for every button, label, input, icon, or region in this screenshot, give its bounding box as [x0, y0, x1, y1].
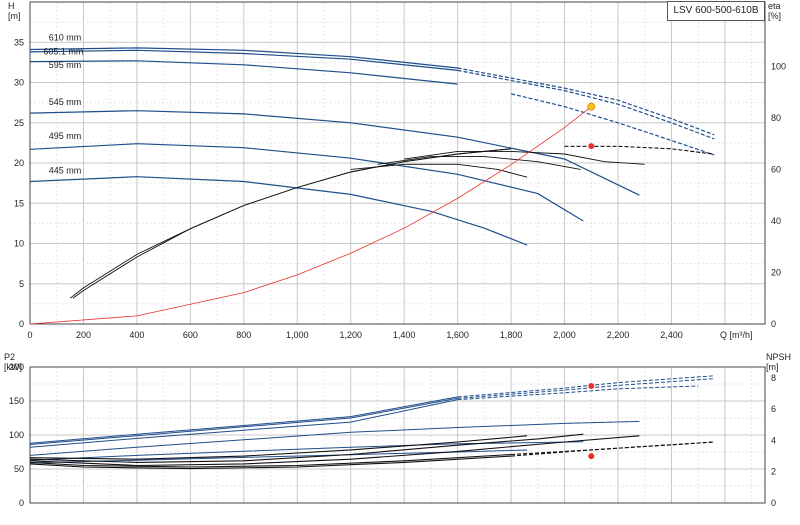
efficiency-curve: [377, 156, 581, 170]
y-left-axis-label: H: [8, 1, 15, 11]
impeller-diameter-label: 545 mm: [49, 97, 82, 107]
npsh-curve: [29, 435, 528, 460]
x-axis-label: Q [m³/h]: [720, 330, 753, 340]
head-curve-dashed: [457, 69, 715, 140]
x-tick-label: 1,200: [339, 330, 362, 340]
impeller-diameter-label: 595 mm: [49, 60, 82, 70]
y-left-tick-label: 200: [9, 362, 24, 372]
y-left-tick-label: 15: [14, 198, 24, 208]
y-left-tick-label: 35: [14, 37, 24, 47]
power-curve: [29, 420, 640, 456]
x-tick-label: 2,000: [553, 330, 576, 340]
y-left-tick-label: 25: [14, 118, 24, 128]
x-tick-label: 0: [27, 330, 32, 340]
power-curve: [29, 399, 458, 448]
system-curve: [29, 106, 592, 325]
y-left-axis-label: P2: [4, 352, 15, 362]
y-right-axis-label: [m]: [766, 362, 779, 372]
y-right-tick-label: 4: [771, 435, 776, 445]
impeller-diameter-label: 445 mm: [49, 165, 82, 175]
plot-frame: [29, 1, 766, 325]
x-tick-label: 2,200: [607, 330, 630, 340]
npsh-curve: [29, 433, 584, 463]
y-right-tick-label: 100: [771, 61, 786, 71]
head-curve: [29, 143, 584, 222]
y-right-tick-label: 20: [771, 267, 781, 277]
head-curve: [29, 176, 528, 246]
power-curve-dashed: [457, 378, 715, 399]
x-tick-label: 200: [76, 330, 91, 340]
x-tick-label: 800: [236, 330, 251, 340]
head-curve: [29, 110, 640, 196]
y-left-tick-label: 50: [14, 464, 24, 474]
pump-model-title: LSV 600-500-610B: [667, 1, 765, 21]
npsh-curve: [29, 455, 512, 470]
y-right-tick-label: 6: [771, 404, 776, 414]
npsh-curve-dashed: [511, 441, 715, 456]
plot-frame: [29, 366, 766, 504]
head-curve: [29, 60, 458, 85]
power-curve: [29, 397, 458, 445]
efficiency-curve: [404, 150, 645, 165]
y-left-axis-label: [kW]: [4, 362, 22, 372]
npsh-curve: [29, 453, 512, 468]
y-right-axis-label: [%]: [768, 11, 781, 21]
y-left-tick-label: 20: [14, 158, 24, 168]
power-curve: [29, 449, 528, 464]
head-curve-dashed: [457, 67, 715, 136]
head-curve: [29, 47, 458, 69]
x-tick-label: 1,600: [446, 330, 469, 340]
y-right-tick-label: 8: [771, 373, 776, 383]
y-right-axis-label: eta: [768, 1, 781, 11]
y-left-axis-label: [m]: [8, 11, 21, 21]
y-left-tick-label: 150: [9, 396, 24, 406]
y-left-tick-label: 10: [14, 239, 24, 249]
y-right-tick-label: 0: [771, 498, 776, 508]
impeller-diameter-label: 605.1 mm: [43, 46, 83, 56]
y-right-tick-label: 40: [771, 216, 781, 226]
power-curve: [29, 396, 458, 444]
y-left-tick-label: 100: [9, 430, 24, 440]
y-right-tick-label: 2: [771, 467, 776, 477]
efficiency-curve: [350, 163, 528, 178]
y-left-tick-label: 0: [19, 319, 24, 329]
y-right-tick-label: 0: [771, 319, 776, 329]
power-curve-dashed: [457, 385, 699, 401]
y-left-tick-label: 30: [14, 78, 24, 88]
npsh-curve: [29, 435, 640, 467]
x-tick-label: 400: [129, 330, 144, 340]
y-left-tick-label: 0: [19, 498, 24, 508]
impeller-diameter-label: 495 mm: [49, 131, 82, 141]
y-left-tick-label: 5: [19, 279, 24, 289]
y-right-tick-label: 80: [771, 113, 781, 123]
operating-point-head: [587, 102, 596, 111]
x-tick-label: 600: [183, 330, 198, 340]
y-right-axis-label: NPSH: [766, 352, 791, 362]
head-curve-dashed: [510, 93, 715, 156]
x-tick-label: 1,400: [393, 330, 416, 340]
x-tick-label: 2,400: [660, 330, 683, 340]
head-curve: [29, 49, 458, 71]
x-tick-label: 1,000: [286, 330, 309, 340]
y-right-tick-label: 60: [771, 164, 781, 174]
impeller-diameter-label: 610 mm: [49, 33, 82, 43]
operating-point-npsh: [588, 453, 595, 460]
x-tick-label: 1,800: [500, 330, 523, 340]
efficiency-curve-dashed: [564, 145, 712, 155]
operating-point-power: [588, 383, 595, 390]
efficiency-curve: [72, 148, 512, 299]
operating-point-eta: [588, 143, 595, 150]
